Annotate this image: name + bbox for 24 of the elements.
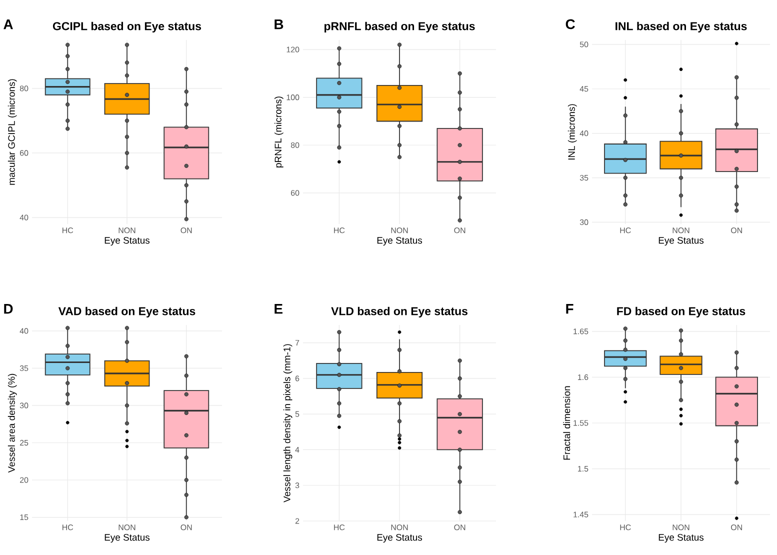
x-axis-title: Eye Status	[377, 237, 422, 246]
x-axis-title: Eye Status	[377, 534, 422, 543]
y-axis-title: Vessel length density in pixels (mm-1)	[283, 344, 292, 502]
text: D	[4, 304, 13, 314]
x-axis-title: Eye Status	[658, 534, 704, 543]
y-axis-title: INL (microns)	[568, 104, 577, 160]
text: B	[274, 20, 284, 30]
text: F	[566, 304, 574, 314]
y-axis-title: Vessel area density (%)	[8, 374, 17, 473]
chart-title: FD based on Eye status	[617, 306, 746, 318]
chart-title: VLD based on Eye status	[331, 306, 468, 318]
text: E	[274, 304, 282, 314]
x-axis-title: Eye Status	[104, 237, 150, 246]
chart-title: VAD based on Eye status	[58, 306, 196, 318]
chart-title: INL based on Eye status	[616, 22, 747, 32]
chart-title: pRNFL based on Eye status	[324, 22, 475, 32]
x-axis-title: Eye Status	[104, 534, 150, 543]
y-axis-title: Fractal dimension	[563, 386, 570, 460]
text: C	[566, 19, 575, 30]
y-axis-title: macular GCIPL (microns)	[8, 79, 17, 185]
text: A	[4, 20, 13, 30]
y-axis-title: pRNFL (microns)	[274, 96, 284, 168]
chart-title: GCIPL based on Eye status	[52, 22, 202, 32]
x-axis-title: Eye Status	[658, 237, 704, 246]
